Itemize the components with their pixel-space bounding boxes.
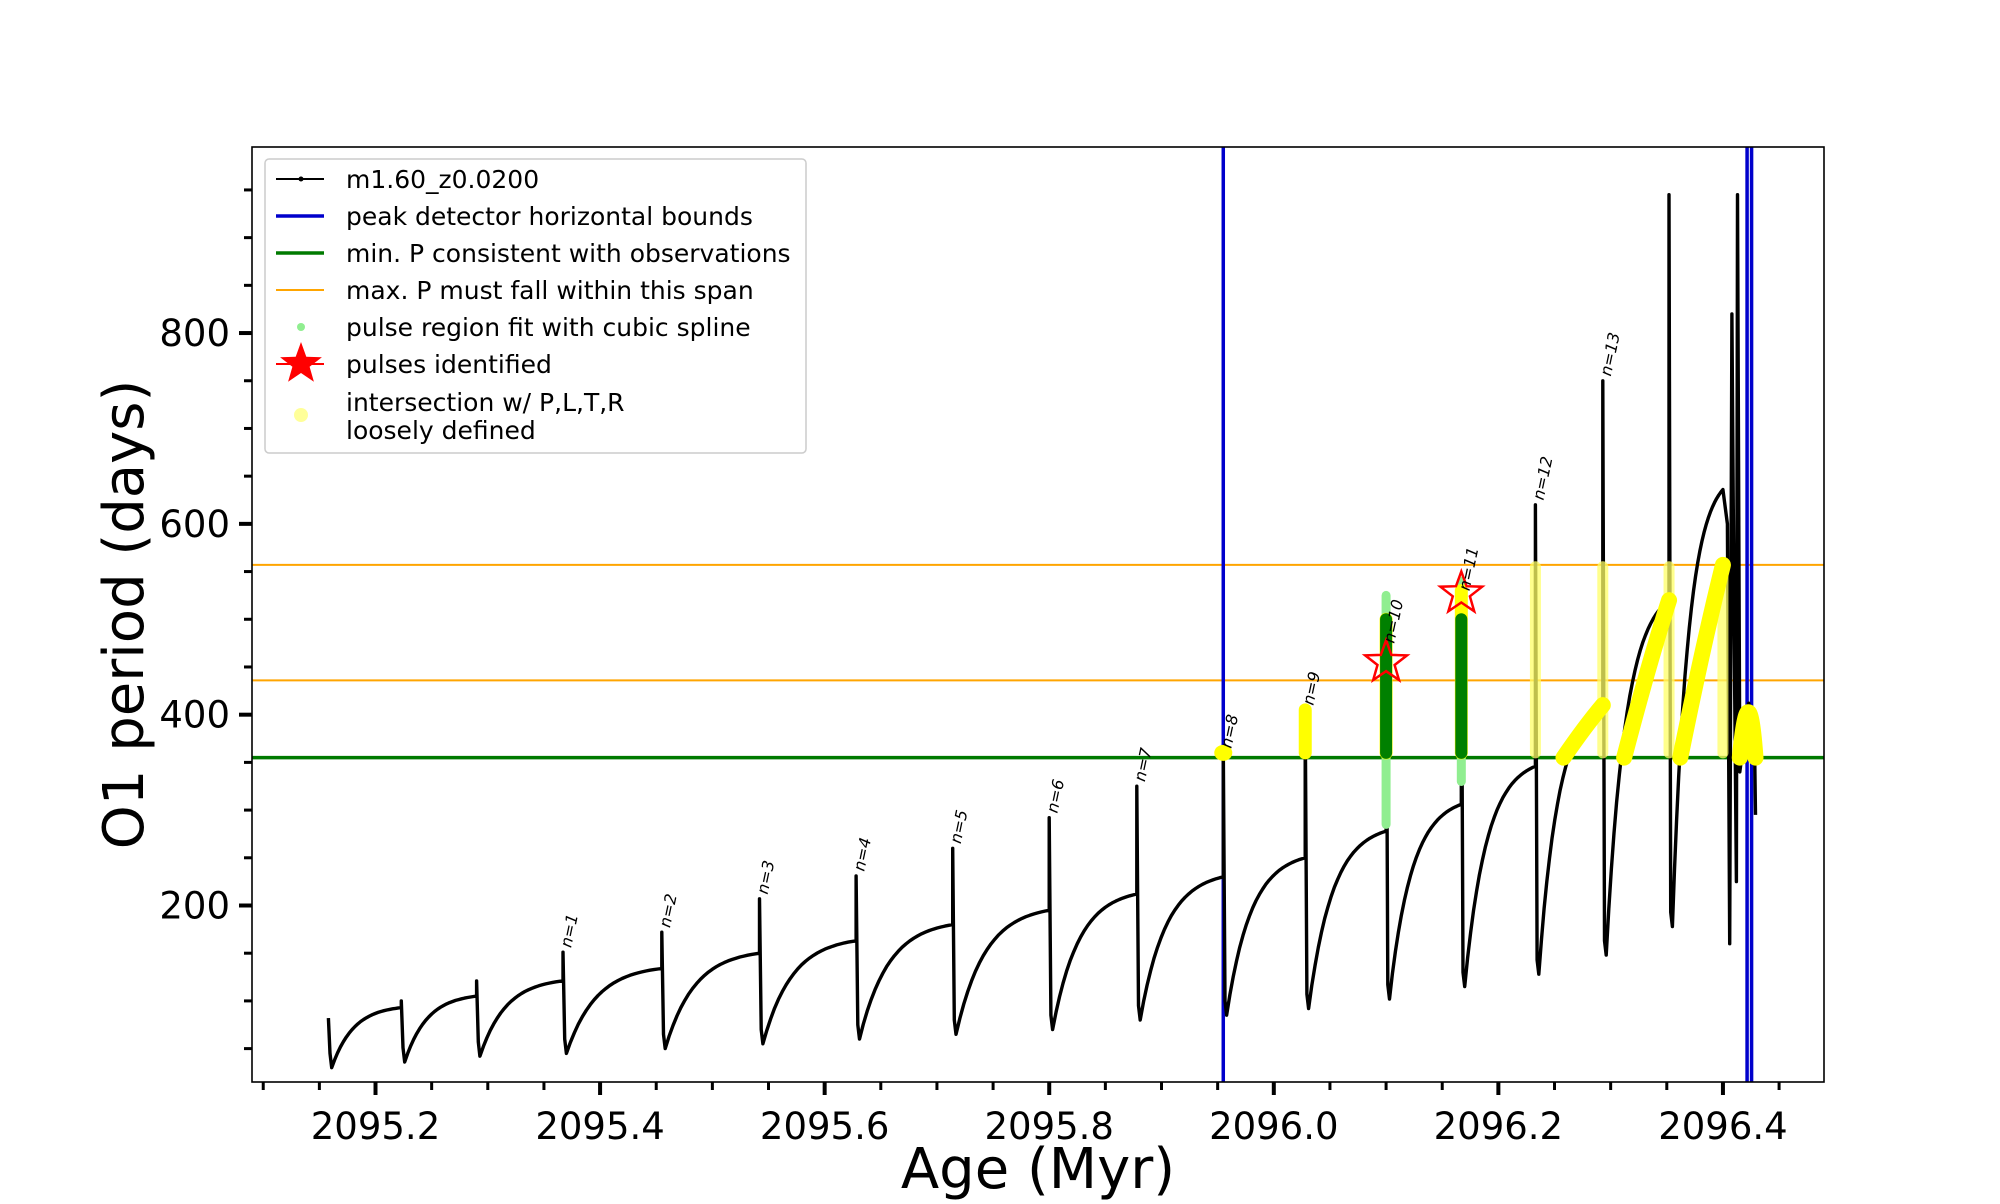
legend-handle-dot	[294, 408, 308, 422]
x-axis-title: Age (Myr)	[901, 1137, 1175, 1200]
axes: 2095.2 2095.4 2095.6 2095.8 2096.0 2096.2 2096…	[159, 188, 1788, 1148]
legend-label: pulses identified	[346, 350, 552, 379]
pulse-identified-star	[1361, 636, 1411, 684]
intersection-region	[1555, 697, 1611, 766]
pulse-number-label: n=9	[1299, 670, 1325, 707]
intersection-region	[1731, 704, 1764, 766]
pulse-number-label: n=3	[753, 859, 779, 896]
pulse-number-label: n=7	[1130, 745, 1156, 783]
pulse-identified-star	[1436, 567, 1486, 615]
pulse-number-label: n=8	[1217, 713, 1243, 750]
y-axis-title: O1 period (days)	[92, 380, 157, 850]
legend-label: peak detector horizontal bounds	[346, 202, 753, 231]
y-tick-label: 400	[159, 694, 230, 737]
legend-label: max. P must fall within this span	[346, 276, 754, 305]
legend-label: m1.60_z0.0200	[346, 165, 539, 194]
pulse-number-label: n=2	[655, 892, 681, 929]
legend-handle-star	[280, 342, 322, 382]
x-tick-label: 2095.8	[984, 1105, 1113, 1148]
y-tick-label: 200	[159, 884, 230, 927]
legend-label: pulse region fit with cubic spline	[346, 313, 751, 342]
y-tick-label: 800	[159, 312, 230, 355]
x-tick-label: 2095.4	[535, 1105, 664, 1148]
x-tick-label: 2096.4	[1658, 1105, 1787, 1148]
intersection-region	[1214, 744, 1233, 761]
x-tick-label: 2096.2	[1434, 1105, 1563, 1148]
model-curve	[326, 193, 1758, 1070]
pulse-number-label: n=6	[1043, 778, 1069, 815]
legend-label: min. P consistent with observations	[346, 239, 791, 268]
legend-label: loosely defined	[346, 416, 536, 445]
intersection-region	[1616, 592, 1678, 766]
legend-label: intersection w/ P,L,T,R	[346, 388, 625, 417]
x-tick-label: 2095.2	[311, 1105, 440, 1148]
legend-handle-dot	[298, 176, 304, 182]
pulse-number-label: n=5	[946, 808, 972, 845]
pulse-number-label: n=4	[849, 836, 875, 873]
model-period-curve	[326, 193, 1758, 1070]
pulse-number-label: n=1	[556, 912, 582, 949]
plot-area-frame	[251, 146, 1825, 1083]
pulse-number-label: n=12	[1529, 455, 1557, 502]
pulse-number-label: n=13	[1596, 331, 1624, 378]
y-tick-label: 600	[159, 503, 230, 546]
intersection-region	[1672, 556, 1731, 766]
legend-box	[264, 158, 807, 454]
x-tick-label: 2096.0	[1209, 1105, 1338, 1148]
x-tick-label: 2095.6	[760, 1105, 889, 1148]
pulse-number-label: n=11	[1455, 545, 1483, 592]
pulse-highlights	[1214, 556, 1764, 829]
legend-handle-dot	[297, 323, 305, 331]
